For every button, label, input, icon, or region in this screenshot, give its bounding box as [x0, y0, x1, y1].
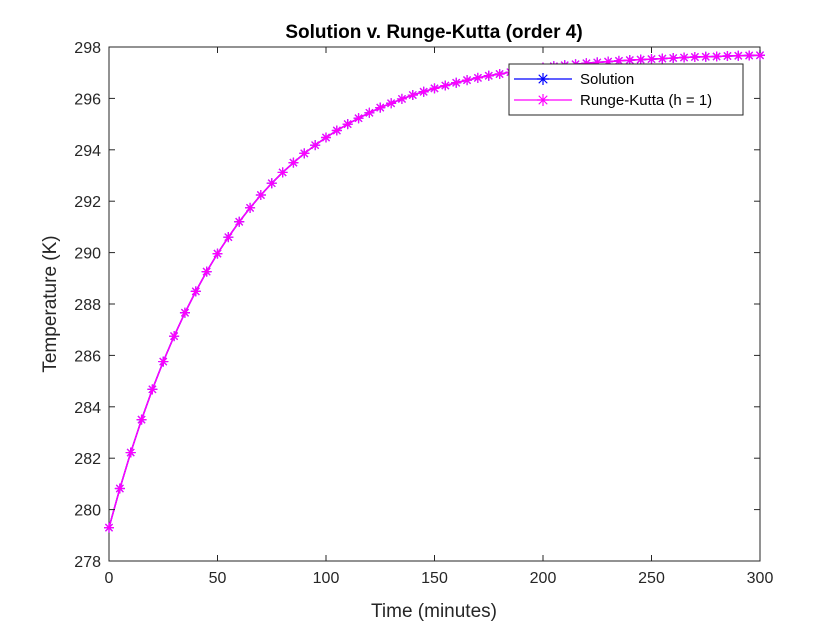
data-point-marker — [668, 53, 679, 64]
data-point-marker — [581, 58, 592, 69]
data-point-marker — [386, 98, 397, 109]
data-point-marker — [277, 167, 288, 178]
data-point-marker — [440, 80, 451, 91]
plot-area — [108, 46, 761, 562]
data-point-marker — [364, 107, 375, 118]
data-point-marker — [472, 72, 483, 83]
data-point-marker — [125, 447, 136, 458]
data-point-marker — [592, 57, 603, 68]
data-point-marker — [342, 119, 353, 130]
x-tick-label: 200 — [530, 570, 557, 587]
axis-layer: 0 50 100 150 200 250 300 278 280 282 284 286 288 290 2… — [74, 40, 773, 587]
data-point-marker — [755, 50, 765, 61]
y-tick-label: 280 — [74, 503, 101, 520]
y-tick-label: 290 — [74, 246, 101, 263]
data-point-marker — [603, 56, 614, 67]
data-point-marker — [689, 52, 700, 63]
data-point-marker — [733, 50, 744, 61]
legend-label: Runge-Kutta (h = 1) — [580, 92, 712, 109]
data-point-marker — [147, 384, 158, 395]
y-tick-label: 284 — [74, 400, 101, 417]
data-point-marker — [635, 54, 646, 65]
data-point-marker — [321, 132, 331, 143]
data-point-marker — [234, 216, 245, 227]
y-tick-label: 286 — [74, 348, 101, 365]
legend-entry: Solution — [514, 71, 634, 88]
data-point-marker — [158, 356, 169, 367]
data-point-marker — [136, 414, 147, 425]
data-point-marker — [451, 77, 462, 88]
x-axis-label: Time (minutes) — [371, 601, 497, 622]
y-tick-label: 296 — [74, 91, 101, 108]
data-point-marker — [624, 55, 635, 66]
data-point-marker — [744, 50, 755, 61]
y-tick-label: 292 — [74, 194, 101, 211]
legend-marker — [537, 73, 549, 85]
data-point-marker — [245, 202, 256, 213]
data-point-marker — [429, 83, 440, 94]
data-point-marker — [494, 68, 505, 79]
data-point-marker — [483, 70, 494, 81]
y-tick-label: 282 — [74, 451, 101, 468]
data-point-marker — [299, 148, 310, 159]
data-point-marker — [331, 125, 342, 136]
legend[interactable]: Solution Runge-Kutta (h = 1) — [508, 63, 744, 116]
x-tick-label: 250 — [638, 570, 665, 587]
data-point-marker — [700, 51, 711, 62]
data-point-marker — [201, 266, 212, 277]
data-point-marker — [646, 54, 657, 65]
data-point-marker — [396, 93, 407, 104]
data-point-marker — [722, 50, 733, 61]
x-tick-label: 100 — [313, 570, 340, 587]
x-tick-label: 50 — [209, 570, 227, 587]
data-point-marker — [223, 232, 234, 243]
data-point-marker — [375, 102, 386, 113]
y-tick-label: 288 — [74, 297, 101, 314]
data-point-marker — [104, 522, 114, 533]
data-point-marker — [114, 483, 125, 494]
x-tick-label: 0 — [105, 570, 114, 587]
y-tick-label: 278 — [74, 554, 101, 571]
data-point-marker — [407, 90, 418, 101]
y-tick-label: 294 — [74, 143, 101, 160]
x-tick-label: 150 — [421, 570, 448, 587]
x-tick-label: 300 — [747, 570, 774, 587]
data-point-marker — [353, 113, 364, 124]
legend-marker — [537, 94, 549, 106]
chart-title: Solution v. Runge-Kutta (order 4) — [285, 22, 582, 43]
data-point-marker — [179, 307, 190, 318]
data-point-marker — [711, 51, 722, 62]
legend-label: Solution — [580, 71, 634, 88]
data-point-marker — [418, 86, 429, 97]
data-point-marker — [613, 55, 624, 66]
y-axis-label: Temperature (K) — [40, 235, 61, 372]
data-point-marker — [255, 190, 266, 201]
legend-box — [508, 63, 744, 116]
data-point-marker — [212, 248, 223, 259]
data-point-marker — [310, 140, 321, 151]
data-point-marker — [657, 53, 668, 64]
data-point-marker — [462, 75, 473, 86]
legend-entry: Runge-Kutta (h = 1) — [514, 92, 712, 109]
legend-items: Solution Runge-Kutta (h = 1) — [514, 71, 712, 109]
data-point-marker — [169, 331, 180, 342]
data-point-marker — [679, 52, 690, 63]
y-tick-label: 298 — [74, 40, 101, 57]
data-point-marker — [266, 178, 277, 189]
data-point-marker — [288, 157, 299, 168]
data-point-marker — [190, 286, 201, 297]
